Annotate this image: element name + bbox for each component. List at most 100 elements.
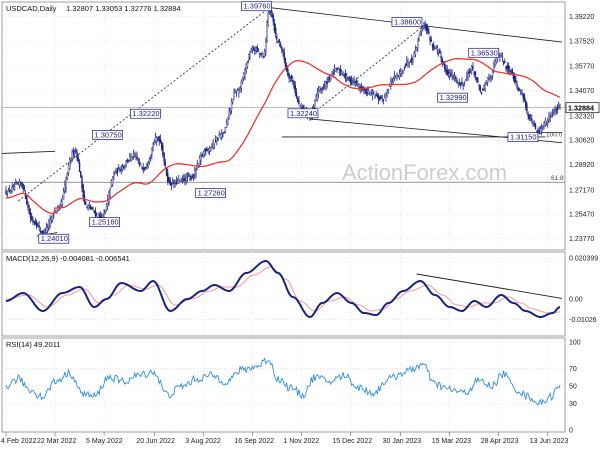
candle-body — [553, 110, 555, 113]
candle-body — [236, 89, 239, 92]
last-price-value: 1.32884 — [568, 103, 594, 112]
macd-grid — [2, 252, 565, 336]
level-label: 1.39760 — [244, 2, 271, 11]
candle-body — [181, 178, 184, 180]
candle-body — [33, 221, 35, 223]
candle-body — [401, 69, 403, 74]
candle-body — [344, 73, 347, 78]
candle-body — [537, 130, 539, 132]
candle-body — [341, 73, 343, 75]
candle-body — [137, 161, 140, 163]
fib-100-label: 100.0 — [546, 132, 563, 139]
candle-body — [15, 183, 17, 185]
candle-body — [205, 148, 207, 152]
candle-body — [6, 194, 8, 196]
candle-body — [116, 168, 119, 173]
price-tick-label: 1.27170 — [569, 187, 594, 194]
candle-body — [428, 31, 430, 34]
candle-body — [501, 56, 504, 59]
candle-body — [392, 78, 395, 83]
price-tick-label: 1.25470 — [569, 212, 594, 219]
x-tick-label: 3 Aug 2022 — [185, 438, 221, 445]
candle-body — [528, 114, 531, 120]
candle-body — [80, 171, 82, 177]
candle-body — [160, 142, 163, 150]
candle-body — [5, 190, 7, 195]
candle-body — [18, 181, 21, 186]
candle-body — [222, 132, 224, 135]
candle-body — [274, 27, 277, 35]
level-label-box — [391, 17, 423, 27]
candle-body — [108, 192, 110, 203]
date-axis: 4 Feb 2022 22 Mar 2022 5 May 2022 20 Jun 20… — [1, 432, 568, 445]
candle-body — [91, 207, 93, 210]
candle-body — [42, 230, 44, 234]
candle-body — [388, 85, 391, 87]
candle-body — [277, 41, 279, 43]
candle-body — [337, 68, 339, 70]
candle-body — [43, 230, 45, 232]
candle-body — [489, 77, 491, 79]
candle-body — [363, 89, 365, 91]
candle-body — [34, 221, 37, 225]
candle-body — [349, 77, 352, 83]
level-label-box — [38, 233, 70, 244]
candle-body — [403, 67, 406, 69]
candle-body — [445, 68, 447, 73]
candle-body — [20, 182, 22, 185]
candle-body — [278, 39, 281, 42]
macd-title: MACD(12,26,9) -0.004081 -0.006541 — [6, 254, 130, 263]
candle-body — [410, 57, 413, 62]
candle-body — [494, 60, 496, 65]
candle-body — [474, 71, 477, 76]
candle-body — [267, 12, 269, 26]
x-tick-label: 1 Nov 2022 — [283, 438, 319, 445]
candle-body — [218, 134, 220, 136]
rsi-tick-label: 50 — [569, 384, 577, 391]
candle-body — [17, 183, 19, 185]
candle-body — [48, 221, 50, 227]
candle-body — [136, 157, 138, 160]
level-label-box — [241, 1, 272, 12]
candle-body — [478, 84, 480, 87]
candle-body — [257, 49, 260, 52]
candle-body — [301, 106, 304, 109]
price-axis: 1.39220 1.37520 1.35770 1.34070 1.32320 1.306… — [565, 14, 600, 243]
level-label: 1.27260 — [198, 189, 225, 198]
candle-body — [59, 203, 61, 207]
candle-body — [154, 137, 157, 142]
rsi-tick-label: 100 — [569, 340, 581, 347]
candle-body — [430, 39, 433, 42]
candle-body — [211, 145, 213, 148]
rsi-axis: 100 70 50 30 0 — [569, 340, 581, 435]
candle-body — [252, 47, 255, 50]
chart-title: USDCAD,Daily — [6, 4, 57, 13]
candle-body — [518, 89, 521, 92]
candle-body — [232, 99, 234, 103]
candle-body — [187, 175, 190, 177]
candle-body — [322, 86, 325, 89]
candle-body — [114, 171, 116, 175]
candle-body — [165, 168, 168, 176]
candle-body — [69, 159, 71, 170]
candle-body — [327, 78, 330, 80]
candle-body — [200, 155, 202, 161]
candle-body — [370, 90, 372, 93]
candle-body — [331, 71, 333, 74]
x-tick-label: 15 Dec 2022 — [332, 438, 372, 445]
candle-body — [556, 107, 559, 111]
candle-body — [39, 230, 42, 232]
candle-body — [369, 93, 371, 96]
candle-body — [125, 160, 127, 165]
candle-body — [473, 71, 475, 75]
candle-body — [315, 95, 317, 101]
candle-body — [84, 201, 87, 205]
candle-body — [554, 109, 556, 111]
candle-body — [273, 22, 276, 31]
candle-body — [180, 177, 182, 180]
candle-body — [45, 226, 48, 233]
x-tick-label: 28 Apr 2023 — [481, 438, 519, 445]
candle-body — [184, 177, 186, 181]
candle-body — [325, 81, 327, 87]
candle-body — [347, 77, 349, 80]
